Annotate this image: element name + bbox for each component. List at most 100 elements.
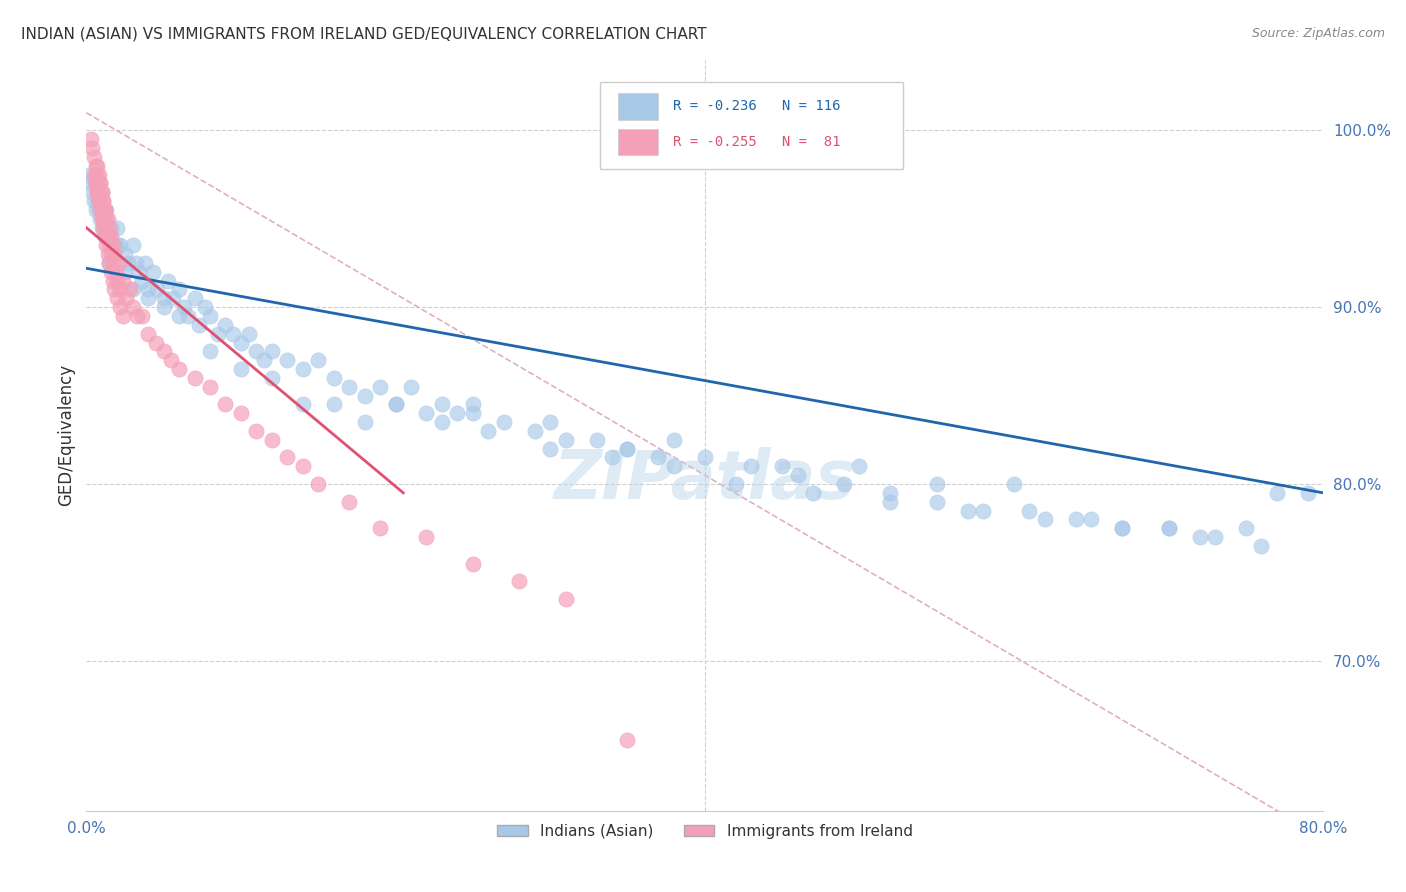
Point xyxy=(162,291,184,305)
Point xyxy=(90,202,112,217)
Point xyxy=(879,494,901,508)
Text: R = -0.236   N = 116: R = -0.236 N = 116 xyxy=(672,99,841,113)
Point xyxy=(1234,521,1257,535)
Point xyxy=(134,256,156,270)
Bar xyxy=(599,82,903,169)
Point xyxy=(616,733,638,747)
Point xyxy=(337,494,360,508)
Point xyxy=(832,477,855,491)
Point xyxy=(786,468,808,483)
Point xyxy=(121,283,143,297)
Point xyxy=(167,309,190,323)
Point xyxy=(1002,477,1025,491)
Point xyxy=(87,194,110,208)
Point xyxy=(415,530,437,544)
Point xyxy=(337,380,360,394)
Text: ZIPatlas: ZIPatlas xyxy=(554,448,856,514)
Point xyxy=(538,442,561,456)
Point xyxy=(229,362,252,376)
Point xyxy=(693,450,716,465)
Point xyxy=(770,459,793,474)
Point xyxy=(461,406,484,420)
Point xyxy=(384,397,406,411)
Point xyxy=(198,309,221,323)
Point xyxy=(167,362,190,376)
Point xyxy=(214,318,236,332)
Point xyxy=(477,424,499,438)
Legend: Indians (Asian), Immigrants from Ireland: Indians (Asian), Immigrants from Ireland xyxy=(491,818,918,845)
Point xyxy=(105,220,128,235)
Point xyxy=(1157,521,1180,535)
Point xyxy=(118,283,141,297)
Point xyxy=(96,202,118,217)
Point xyxy=(1204,530,1226,544)
Point xyxy=(183,371,205,385)
Point xyxy=(260,433,283,447)
Bar xyxy=(619,94,658,120)
Point xyxy=(538,415,561,429)
Point xyxy=(145,335,167,350)
Point xyxy=(353,415,375,429)
Point xyxy=(229,406,252,420)
Point xyxy=(276,353,298,368)
Point xyxy=(307,353,329,368)
Point xyxy=(177,309,200,323)
Point xyxy=(91,220,114,235)
Point xyxy=(89,211,111,226)
Point xyxy=(925,477,948,491)
Point xyxy=(91,194,114,208)
Point xyxy=(94,229,117,244)
Point xyxy=(1111,521,1133,535)
Point xyxy=(131,274,153,288)
Point xyxy=(103,247,125,261)
Point xyxy=(82,186,104,200)
Point xyxy=(307,477,329,491)
Point xyxy=(97,247,120,261)
Point xyxy=(554,433,576,447)
Point xyxy=(87,168,110,182)
Point xyxy=(461,557,484,571)
Text: R = -0.255   N =  81: R = -0.255 N = 81 xyxy=(672,135,841,149)
Point xyxy=(188,318,211,332)
Point xyxy=(647,450,669,465)
Point xyxy=(98,256,121,270)
Point xyxy=(662,433,685,447)
Point xyxy=(104,265,127,279)
Point xyxy=(86,194,108,208)
Point xyxy=(80,132,103,146)
Point xyxy=(1250,539,1272,553)
Point xyxy=(600,450,623,465)
Point xyxy=(112,309,135,323)
Point xyxy=(83,194,105,208)
Point xyxy=(83,168,105,182)
Point xyxy=(136,283,159,297)
Point xyxy=(86,159,108,173)
Point xyxy=(183,291,205,305)
Point xyxy=(127,309,149,323)
Point xyxy=(322,397,344,411)
Point xyxy=(90,186,112,200)
Point xyxy=(430,397,453,411)
Point xyxy=(121,300,143,314)
Point xyxy=(79,168,101,182)
Point xyxy=(110,238,132,252)
Point xyxy=(152,344,174,359)
Point xyxy=(1018,503,1040,517)
Point xyxy=(245,344,267,359)
Point xyxy=(662,459,685,474)
Point xyxy=(100,229,122,244)
Point xyxy=(229,335,252,350)
Point xyxy=(89,177,111,191)
Point xyxy=(100,265,122,279)
Point xyxy=(90,186,112,200)
Point xyxy=(101,274,124,288)
Point xyxy=(276,450,298,465)
Point xyxy=(101,238,124,252)
Point xyxy=(103,283,125,297)
Text: INDIAN (ASIAN) VS IMMIGRANTS FROM IRELAND GED/EQUIVALENCY CORRELATION CHART: INDIAN (ASIAN) VS IMMIGRANTS FROM IRELAN… xyxy=(21,27,707,42)
Point xyxy=(96,238,118,252)
Y-axis label: GED/Equivalency: GED/Equivalency xyxy=(58,364,75,507)
Point xyxy=(848,459,870,474)
Point xyxy=(616,442,638,456)
Point xyxy=(291,459,314,474)
